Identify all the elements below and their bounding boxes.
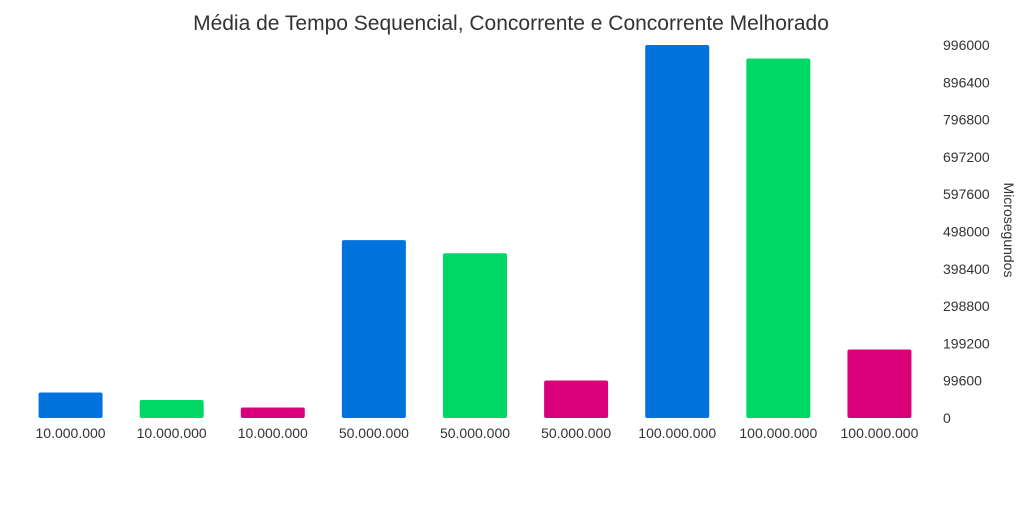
bars-group xyxy=(38,45,912,418)
bar-8 xyxy=(746,58,811,418)
bar-2 xyxy=(139,400,204,418)
bar-3 xyxy=(240,407,305,418)
y-tick-label-5: 498000 xyxy=(943,224,990,240)
bar-9 xyxy=(847,349,912,418)
x-tick-label-7: 100.000.000 xyxy=(638,425,716,441)
y-tick-label-10: 996000 xyxy=(943,37,990,53)
y-tick-label-1: 99600 xyxy=(943,373,982,389)
x-tick-label-5: 50.000.000 xyxy=(440,425,510,441)
y-axis-label: Microsegundos xyxy=(1001,183,1017,278)
bar-1 xyxy=(38,392,103,418)
bar-7 xyxy=(645,45,710,418)
x-tick-label-8: 100.000.000 xyxy=(739,425,817,441)
y-tick-label-7: 697200 xyxy=(943,149,990,165)
x-tick-label-1: 10.000.000 xyxy=(36,425,106,441)
y-tick-labels: 0 99600 199200 298800 398400 498000 597600 6972… xyxy=(943,37,990,426)
x-tick-label-9: 100.000.000 xyxy=(841,425,919,441)
y-tick-label-0: 0 xyxy=(943,410,951,426)
x-tick-label-6: 50.000.000 xyxy=(541,425,611,441)
chart-title: Média de Tempo Sequencial, Concorrente e… xyxy=(193,12,829,35)
y-tick-label-3: 298800 xyxy=(943,298,990,314)
y-tick-label-8: 796800 xyxy=(943,112,990,128)
x-tick-labels: 10.000.000 10.000.000 10.000.000 50.000.000… xyxy=(36,425,919,441)
y-tick-label-6: 597600 xyxy=(943,186,990,202)
x-tick-label-4: 50.000.000 xyxy=(339,425,409,441)
y-tick-label-4: 398400 xyxy=(943,261,990,277)
bar-5 xyxy=(443,253,507,418)
y-tick-label-9: 896400 xyxy=(943,74,990,90)
x-tick-label-3: 10.000.000 xyxy=(238,425,308,441)
y-tick-label-2: 199200 xyxy=(943,335,990,351)
x-tick-label-2: 10.000.000 xyxy=(137,425,207,441)
bar-4 xyxy=(341,240,406,418)
bar-6 xyxy=(544,380,609,418)
